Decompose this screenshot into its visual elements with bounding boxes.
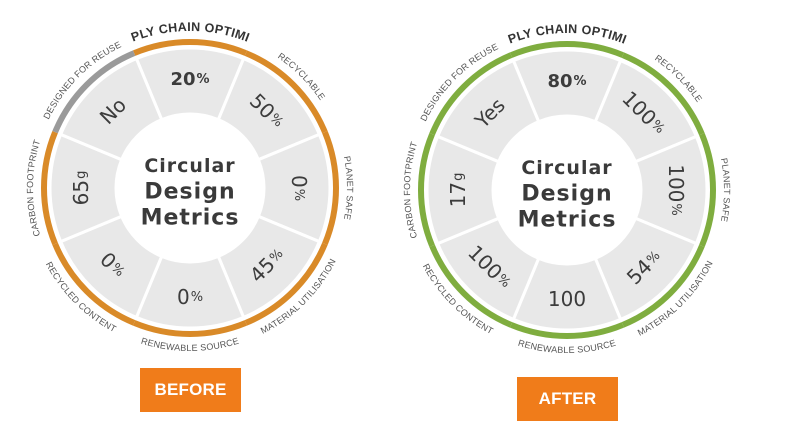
after-value-supply-chain-optimized: 80% bbox=[547, 71, 586, 92]
after-value-planet-safe: 100% bbox=[664, 164, 688, 216]
before-ring-renewable-source bbox=[132, 320, 248, 338]
after-ring-designed-for-reuse bbox=[429, 52, 513, 136]
before-ring-recyclable bbox=[244, 50, 328, 134]
after-ring-recyclable bbox=[621, 52, 705, 136]
after-label-supply-chain-optimized: SUPPLY CHAIN OPTIMIZED bbox=[0, 0, 629, 47]
before-label-carbon-footprint: CARBON FOOTPRINT bbox=[25, 138, 42, 238]
before-ring-recycled-content bbox=[52, 242, 136, 326]
after-ring-material-utilisation bbox=[621, 244, 705, 328]
after-label-carbon-footprint: CARBON FOOTPRINT bbox=[402, 140, 419, 240]
before-center-disc bbox=[118, 116, 262, 260]
after-center-title-line: Design bbox=[521, 182, 612, 207]
after-value-carbon-footprint: 17g bbox=[446, 173, 470, 208]
after-value-renewable-source: 100 bbox=[548, 287, 586, 311]
before-label-supply-chain-optimized: SUPPLY CHAIN OPTIMIZED bbox=[0, 0, 252, 45]
before-ring-carbon-footprint bbox=[40, 130, 58, 246]
after-label-renewable-source: RENEWABLE SOURCE bbox=[517, 338, 617, 355]
before-value-planet-safe: 0% bbox=[287, 175, 311, 201]
before-value-carbon-footprint: 65g bbox=[69, 171, 93, 206]
after-ring-planet-safe bbox=[699, 132, 717, 248]
before-diagram: 20%SUPPLY CHAIN OPTIMIZED50%RECYCLABLE0%… bbox=[0, 0, 355, 353]
after-segment-designed-for-reuse bbox=[435, 58, 541, 164]
after-center-title-line: Circular bbox=[521, 157, 612, 179]
before-value-supply-chain-optimized: 20% bbox=[170, 69, 209, 90]
after-center-title-line: Metrics bbox=[518, 208, 617, 233]
after-ring-carbon-footprint bbox=[417, 132, 435, 248]
before-ring-material-utilisation bbox=[244, 242, 328, 326]
before-label-renewable-source: RENEWABLE SOURCE bbox=[140, 336, 240, 353]
before-segment-designed-for-reuse bbox=[58, 56, 164, 162]
before-ring-supply-chain-optimized bbox=[132, 38, 248, 56]
after-ring-recycled-content bbox=[429, 244, 513, 328]
before-value-renewable-source: 0% bbox=[177, 285, 203, 309]
before-label-planet-safe: PLANET SAFE bbox=[342, 155, 355, 221]
before-ring-planet-safe bbox=[322, 130, 340, 246]
after-ring-renewable-source bbox=[509, 322, 625, 340]
after-center-disc bbox=[495, 118, 639, 262]
before-center-title-line: Design bbox=[144, 180, 235, 205]
after-label-planet-safe: PLANET SAFE bbox=[719, 157, 732, 223]
before-center-title-line: Metrics bbox=[141, 206, 240, 231]
before-ring-designed-for-reuse bbox=[52, 50, 136, 134]
after-ring-supply-chain-optimized bbox=[509, 40, 625, 58]
before-center-title-line: Circular bbox=[144, 155, 235, 177]
after-tag: AFTER bbox=[517, 377, 618, 421]
before-tag: BEFORE bbox=[140, 368, 241, 412]
